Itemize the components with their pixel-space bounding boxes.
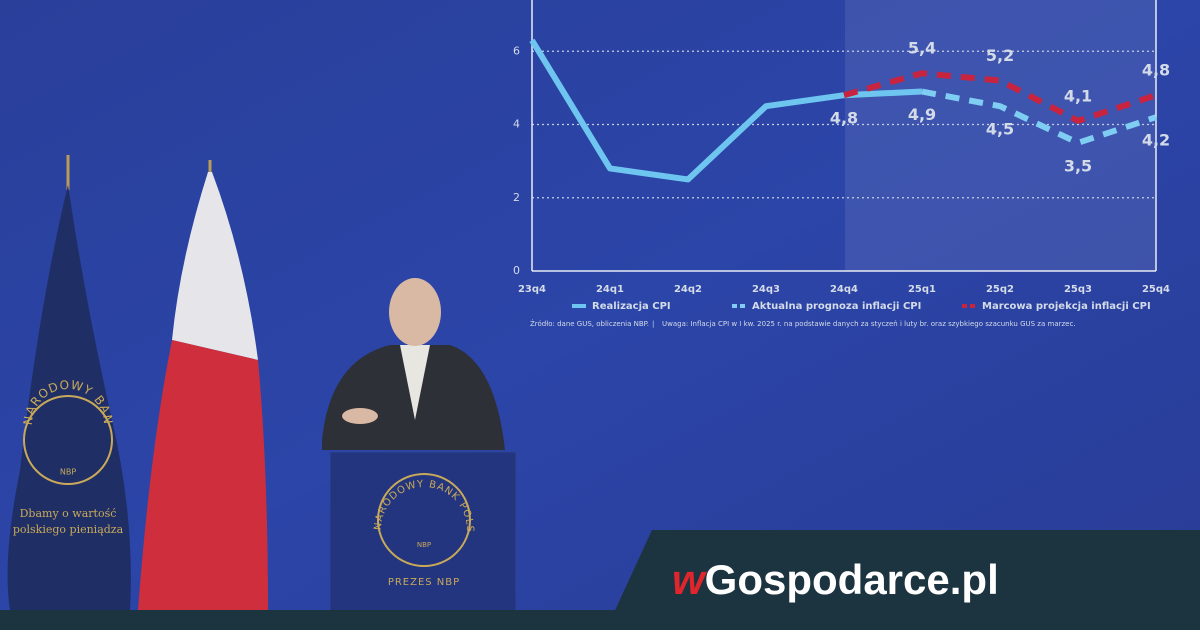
x-tick-label: 25q1 (908, 284, 936, 295)
value-label: 5,4 (908, 39, 936, 58)
podium-emblem (377, 473, 471, 567)
value-label: 5,2 (986, 46, 1014, 65)
podium (329, 451, 517, 613)
flag-white (172, 172, 258, 360)
banner-emblem (23, 395, 113, 485)
x-tick-label: 24q4 (830, 284, 858, 295)
legend-label: Realizacja CPI (592, 301, 671, 312)
value-label: 3,5 (1064, 156, 1092, 175)
x-tick-label: 25q3 (1064, 284, 1092, 295)
banner-motto: polskiego pieniądza (13, 523, 124, 536)
logo-prefix: w (672, 556, 707, 603)
podium-bottom: PREZES NBP (388, 577, 460, 588)
legend-label: Marcowa projekcja inflacji CPI (982, 301, 1151, 312)
series-line (843, 70, 1157, 124)
speaker-head (389, 278, 441, 346)
flag-red (138, 340, 268, 610)
x-tick-label: 24q1 (596, 284, 624, 295)
y-tick-label: 6 (513, 44, 520, 57)
logo-name: Gospodarce.pl (705, 556, 999, 603)
value-label: 4,2 (1142, 131, 1170, 150)
nbp-banner (7, 185, 131, 610)
y-tick-label: 4 (513, 118, 520, 131)
series-line (921, 88, 1157, 146)
chart: 0 2 4 6 23q4 24q1 24q2 24q3 24q4 25q1 25q2 25q3 25q4… (513, 0, 1170, 328)
x-tick-label: 24q3 (752, 284, 780, 295)
x-tick-label: 25q2 (986, 284, 1014, 295)
note-separator: | (652, 320, 654, 328)
x-tick-label: 23q4 (518, 284, 546, 295)
logo-plate (606, 530, 1200, 630)
banner-motto: Dbamy o wartość (20, 507, 117, 520)
value-label: 4,1 (1064, 86, 1092, 105)
x-tick-label: 24q2 (674, 284, 702, 295)
speaker-hand (342, 408, 378, 424)
y-tick-label: 2 (513, 191, 520, 204)
podium-badge: NBP (417, 541, 431, 549)
y-tick-label: 0 (513, 264, 520, 277)
value-label: 4,8 (830, 109, 858, 128)
value-label: 4,8 (1142, 61, 1170, 80)
source-note: Uwaga: Inflacja CPI w I kw. 2025 r. na p… (662, 320, 1076, 328)
logo: wGospodarce.pl (672, 556, 999, 603)
banner-badge: NBP (60, 468, 76, 477)
value-label: 4,5 (986, 120, 1014, 139)
value-label: 4,9 (908, 105, 936, 124)
legend-label: Aktualna prognoza inflacji CPI (752, 301, 921, 312)
speaker-shirt (400, 345, 430, 420)
source-note: Źródło: dane GUS, obliczenia NBP. (530, 319, 649, 328)
x-tick-label: 25q4 (1142, 284, 1170, 295)
